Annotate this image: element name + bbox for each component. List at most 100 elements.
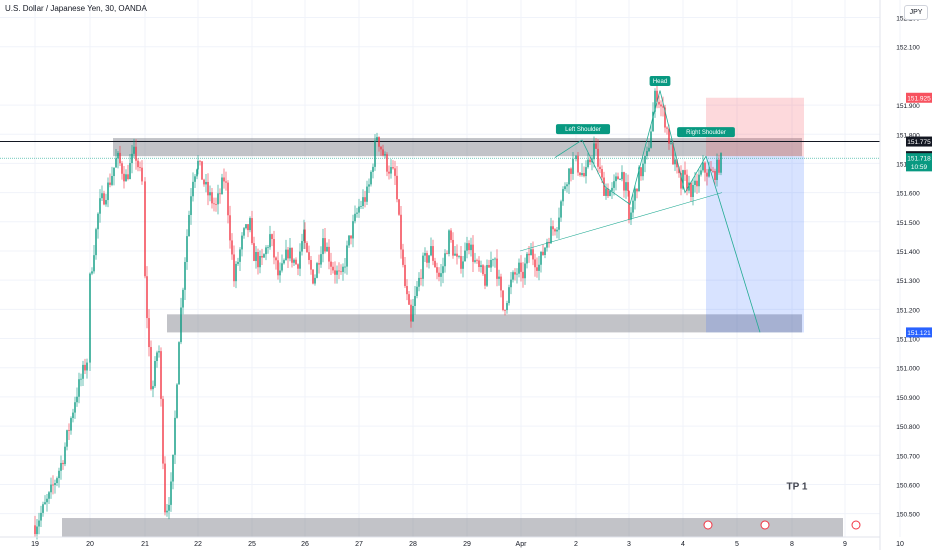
candle-body — [696, 180, 698, 187]
candle-body — [72, 412, 74, 419]
candle-body — [129, 163, 131, 180]
candle-body — [164, 463, 166, 513]
candle-body — [123, 173, 125, 182]
event-marker-icon[interactable] — [851, 520, 861, 530]
candle-body — [710, 169, 712, 171]
pattern-label-bg — [555, 124, 611, 135]
price-tick-label: 151.600 — [896, 191, 920, 198]
candle-body — [609, 190, 611, 197]
candle-body — [154, 361, 156, 387]
candle-body — [418, 277, 420, 287]
candle-body — [62, 462, 64, 465]
candle-body — [370, 171, 372, 185]
candle-body — [464, 250, 466, 262]
candle-body — [568, 168, 570, 185]
candle-body — [152, 386, 154, 390]
candle-body — [466, 243, 468, 251]
take-profit-area — [706, 156, 804, 333]
candle-body — [303, 229, 305, 242]
candle-body — [404, 264, 406, 287]
candle-body — [402, 249, 404, 265]
price-tick-label: 151.500 — [896, 220, 920, 227]
currency-button[interactable]: JPY — [904, 5, 928, 20]
price-tag-label: 151.925 — [907, 95, 931, 102]
candle-body — [172, 454, 174, 482]
candle-body — [360, 206, 362, 207]
candle-body — [424, 253, 426, 256]
candle-body — [636, 188, 638, 192]
candle-body — [484, 274, 486, 286]
zone-support — [167, 314, 802, 333]
candle-body — [233, 254, 235, 282]
candle-body — [575, 155, 577, 159]
time-tick-label: 8 — [790, 541, 794, 548]
candle-body — [619, 179, 621, 180]
candle-body — [283, 260, 285, 264]
candle-body — [207, 181, 209, 196]
candle-body — [398, 199, 400, 215]
candle-body — [119, 152, 121, 164]
candle-body — [219, 193, 221, 195]
candle-body — [478, 260, 480, 267]
candle-body — [456, 253, 458, 257]
candle-body — [712, 170, 714, 172]
candle-body — [538, 264, 540, 271]
candle-body — [320, 254, 322, 265]
candle-body — [334, 270, 336, 275]
time-tick-label: 26 — [301, 541, 309, 548]
drawings[interactable]: Left Shoulder Head Right Shoulder TP 1 — [519, 76, 808, 493]
price-tick-label: 151.100 — [896, 337, 920, 344]
candle-body — [396, 175, 398, 200]
candle-body — [34, 525, 36, 535]
candle-body — [103, 193, 105, 205]
time-tick-label: 27 — [355, 541, 363, 548]
candle-body — [86, 362, 88, 371]
candle-body — [76, 396, 78, 403]
candle-body — [324, 238, 326, 252]
candle-body — [340, 271, 342, 273]
candle-body — [178, 342, 180, 385]
candle-body — [605, 188, 607, 196]
candle-body — [121, 163, 123, 174]
candle-body — [708, 169, 710, 177]
candle-body — [376, 136, 378, 141]
price-tick-label: 151.800 — [896, 132, 920, 139]
candle-body — [336, 270, 338, 275]
event-marker-icon[interactable] — [703, 520, 713, 530]
candle-body — [434, 260, 436, 268]
time-tick-label: 19 — [31, 541, 39, 548]
candle-body — [522, 271, 524, 279]
candle-body — [56, 478, 58, 484]
candle-body — [322, 238, 324, 255]
time-tick-label: 3 — [627, 541, 631, 548]
candle-body — [458, 256, 460, 257]
candle-body — [476, 260, 478, 262]
candle-body — [221, 177, 223, 195]
candle-body — [188, 214, 190, 237]
candle-body — [700, 170, 702, 175]
candle-body — [452, 239, 454, 256]
candle-body — [68, 430, 70, 431]
candle-body — [113, 167, 115, 177]
candle-body — [524, 263, 526, 279]
annotation-tp1: TP 1 — [787, 482, 808, 493]
candle-body — [131, 153, 133, 164]
price-tick-label: 151.900 — [896, 103, 920, 110]
candle-body — [127, 174, 129, 180]
candle-body — [716, 159, 718, 181]
candle-body — [64, 446, 66, 465]
candle-body — [350, 235, 352, 239]
candle-body — [54, 483, 56, 486]
event-marker-icon[interactable] — [760, 520, 770, 530]
price-tag-label: 151.121 — [907, 330, 931, 337]
candle-body — [558, 217, 560, 230]
candle-body — [301, 241, 303, 252]
candle-body — [603, 177, 605, 196]
candle-body — [316, 263, 318, 278]
candle-body — [137, 160, 139, 168]
candle-body — [601, 169, 603, 178]
candle-body — [44, 502, 46, 505]
candle-body — [436, 267, 438, 273]
